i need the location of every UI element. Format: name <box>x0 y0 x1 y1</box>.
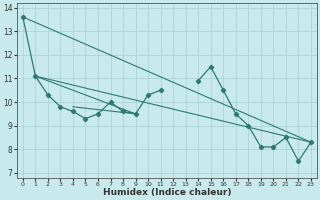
X-axis label: Humidex (Indice chaleur): Humidex (Indice chaleur) <box>103 188 231 197</box>
